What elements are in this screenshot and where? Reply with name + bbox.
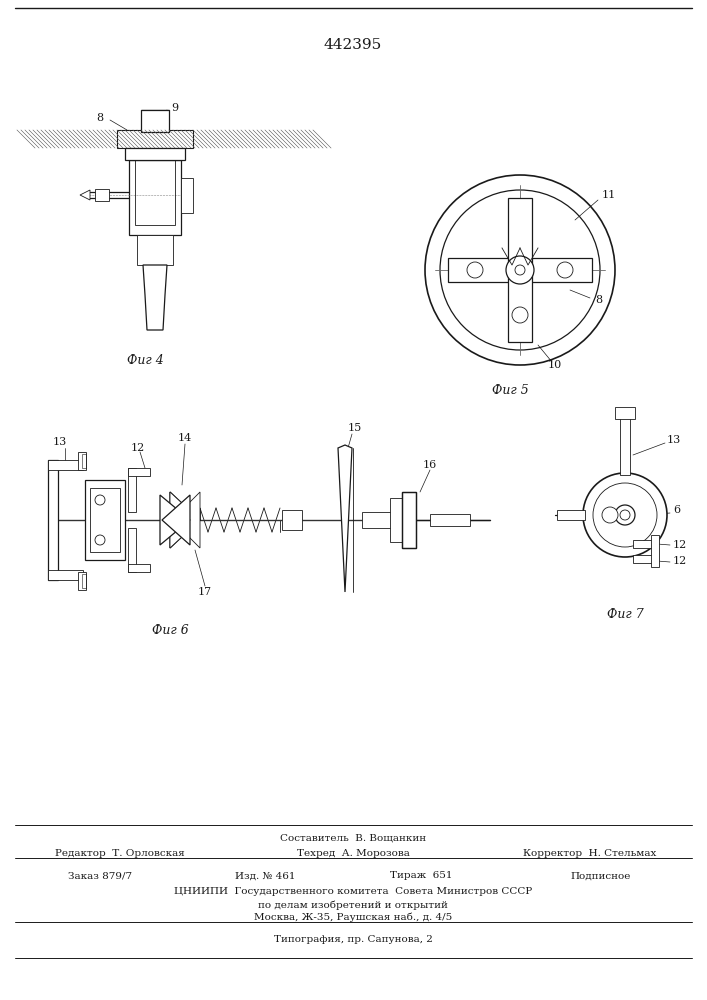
Bar bbox=[82, 574, 86, 588]
Text: Редактор  Т. Орловская: Редактор Т. Орловская bbox=[55, 850, 185, 858]
Bar bbox=[129, 160, 181, 235]
Circle shape bbox=[583, 473, 667, 557]
Text: Фиг 4: Фиг 4 bbox=[127, 354, 163, 366]
Bar bbox=[620, 415, 630, 475]
Text: Заказ 879/7: Заказ 879/7 bbox=[68, 871, 132, 880]
Polygon shape bbox=[162, 495, 190, 545]
Circle shape bbox=[620, 510, 630, 520]
Bar bbox=[128, 528, 136, 572]
Bar bbox=[135, 160, 175, 225]
Bar bbox=[48, 460, 83, 470]
Bar bbox=[128, 564, 150, 572]
Text: Тираж  651: Тираж 651 bbox=[390, 871, 452, 880]
Circle shape bbox=[515, 265, 525, 275]
Bar bbox=[128, 468, 150, 476]
Polygon shape bbox=[143, 265, 167, 330]
Bar bbox=[90, 488, 120, 552]
Text: Подписное: Подписное bbox=[570, 871, 631, 880]
Polygon shape bbox=[80, 190, 90, 200]
Text: 11: 11 bbox=[602, 190, 617, 200]
Text: 14: 14 bbox=[178, 433, 192, 443]
Text: 12: 12 bbox=[131, 443, 145, 453]
Bar bbox=[181, 178, 193, 213]
Bar bbox=[633, 555, 655, 563]
Bar bbox=[137, 235, 173, 265]
Bar bbox=[78, 572, 86, 590]
Polygon shape bbox=[338, 445, 352, 592]
Text: Техред  А. Морозова: Техред А. Морозова bbox=[296, 850, 409, 858]
Circle shape bbox=[593, 483, 657, 547]
Text: Изд. № 461: Изд. № 461 bbox=[235, 871, 296, 880]
Text: ЦНИИПИ  Государственного комитета  Совета Министров СССР: ЦНИИПИ Государственного комитета Совета … bbox=[174, 888, 532, 896]
Bar bbox=[430, 514, 470, 526]
Bar bbox=[402, 492, 416, 548]
Text: Типография, пр. Сапунова, 2: Типография, пр. Сапунова, 2 bbox=[274, 936, 433, 944]
Text: по делам изобретений и открытий: по делам изобретений и открытий bbox=[258, 900, 448, 910]
Bar bbox=[82, 454, 86, 468]
Bar bbox=[448, 258, 592, 282]
Circle shape bbox=[506, 256, 534, 284]
Circle shape bbox=[95, 535, 105, 545]
Text: 9: 9 bbox=[171, 103, 179, 113]
Bar bbox=[402, 492, 416, 548]
Bar bbox=[125, 148, 185, 160]
Polygon shape bbox=[170, 492, 200, 548]
Bar bbox=[615, 407, 635, 419]
Text: Фиг 6: Фиг 6 bbox=[151, 624, 188, 637]
Bar bbox=[362, 512, 397, 528]
Polygon shape bbox=[172, 492, 200, 548]
Bar bbox=[78, 452, 86, 470]
Bar bbox=[48, 460, 58, 580]
Bar bbox=[141, 110, 169, 132]
Bar bbox=[651, 535, 659, 567]
Text: 12: 12 bbox=[673, 540, 687, 550]
Bar bbox=[85, 480, 125, 560]
Polygon shape bbox=[170, 492, 200, 548]
Circle shape bbox=[440, 190, 600, 350]
Circle shape bbox=[602, 507, 618, 523]
Text: 12: 12 bbox=[673, 556, 687, 566]
Text: 13: 13 bbox=[667, 435, 682, 445]
Bar bbox=[557, 510, 585, 520]
Text: 8: 8 bbox=[96, 113, 103, 123]
Circle shape bbox=[95, 495, 105, 505]
Text: Москва, Ж-35, Раушская наб., д. 4/5: Москва, Ж-35, Раушская наб., д. 4/5 bbox=[254, 912, 452, 922]
Text: 442395: 442395 bbox=[324, 38, 382, 52]
Bar bbox=[282, 510, 302, 530]
Bar bbox=[390, 498, 402, 542]
Bar bbox=[508, 198, 532, 342]
Circle shape bbox=[425, 175, 615, 365]
Circle shape bbox=[512, 307, 528, 323]
Text: 8: 8 bbox=[595, 295, 602, 305]
Bar bbox=[117, 130, 193, 148]
Circle shape bbox=[615, 505, 635, 525]
Text: 16: 16 bbox=[423, 460, 437, 470]
Text: 13: 13 bbox=[53, 437, 67, 447]
Polygon shape bbox=[160, 495, 190, 545]
Text: 10: 10 bbox=[548, 360, 562, 370]
Text: Фиг 5: Фиг 5 bbox=[491, 383, 528, 396]
Text: 17: 17 bbox=[198, 587, 212, 597]
Text: Составитель  В. Вощанкин: Составитель В. Вощанкин bbox=[280, 834, 426, 842]
Bar bbox=[633, 540, 655, 548]
Circle shape bbox=[467, 262, 483, 278]
Text: Корректор  Н. Стельмах: Корректор Н. Стельмах bbox=[523, 850, 657, 858]
Text: 6: 6 bbox=[673, 505, 680, 515]
Text: Фиг 7: Фиг 7 bbox=[607, 608, 643, 621]
Text: 15: 15 bbox=[348, 423, 362, 433]
Circle shape bbox=[557, 262, 573, 278]
Bar bbox=[48, 570, 83, 580]
Bar bbox=[95, 189, 109, 201]
Bar bbox=[128, 468, 136, 512]
